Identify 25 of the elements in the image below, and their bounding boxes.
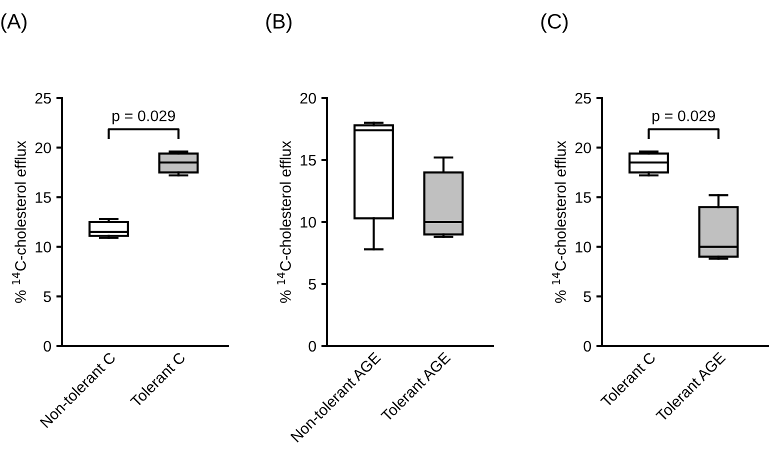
y-tick-label: 15 <box>576 192 591 203</box>
y-tick-label: 10 <box>300 216 316 228</box>
y-tick-label: 20 <box>35 142 51 154</box>
y-tick-label: 10 <box>36 242 51 252</box>
chart-title: (A) <box>1 13 26 33</box>
y-tick-label: 0 <box>584 340 591 352</box>
y-tick-label: 5 <box>308 279 316 290</box>
y-tick-label: 0 <box>44 340 51 352</box>
y-tick-label: 0 <box>308 340 316 352</box>
y-tick-label: 25 <box>35 92 51 104</box>
y-tick-label: 5 <box>584 291 591 302</box>
y-tick-label: 20 <box>575 142 591 154</box>
y-axis-title: % $^{14}$C-cholesterol efflux <box>12 140 26 303</box>
annotation: p = 0.029 <box>652 110 715 124</box>
y-tick-label: 10 <box>576 242 591 252</box>
y-tick-label: 25 <box>575 92 591 104</box>
y-tick-label: 15 <box>36 192 51 203</box>
y-tick-label: 20 <box>300 92 316 104</box>
y-tick-label: 15 <box>300 155 316 166</box>
y-tick-label: 5 <box>44 291 51 302</box>
y-axis-title: % $^{14}$C-cholesterol efflux <box>277 140 291 303</box>
chart-title: (C) <box>541 13 568 33</box>
chart-title: (B) <box>266 13 292 33</box>
annotation: p = 0.029 <box>112 110 175 124</box>
y-axis-title: % $^{14}$C-cholesterol efflux <box>552 140 566 303</box>
